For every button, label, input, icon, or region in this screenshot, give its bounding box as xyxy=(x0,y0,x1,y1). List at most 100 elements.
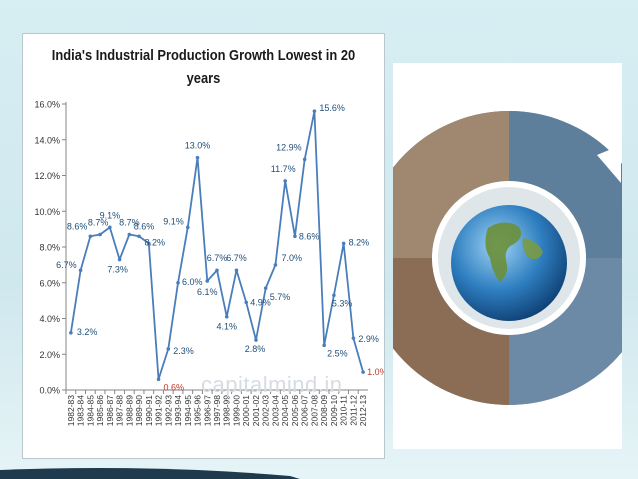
y-tick-label: 10.0% xyxy=(34,207,60,217)
y-tick-label: 16.0% xyxy=(34,100,60,110)
x-tick-label: 2008-09 xyxy=(319,395,329,426)
data-point xyxy=(98,232,102,237)
data-label: 6.7% xyxy=(207,253,228,263)
data-label: 2.5% xyxy=(327,348,348,358)
data-point xyxy=(322,343,326,348)
data-point xyxy=(254,338,258,342)
x-tick-label: 2003-04 xyxy=(270,395,280,426)
data-point xyxy=(117,257,122,262)
x-tick-label: 1998-99 xyxy=(222,395,232,426)
x-tick-label: 1986-87 xyxy=(105,395,115,426)
data-point xyxy=(293,234,297,239)
data-point xyxy=(283,179,287,183)
y-tick-label: 14.0% xyxy=(34,135,60,145)
x-tick-label: 1996-97 xyxy=(202,395,212,426)
x-tick-label: 2004-05 xyxy=(280,395,290,426)
data-label: 3.2% xyxy=(77,327,98,337)
x-tick-label: 2012-13 xyxy=(358,395,368,426)
x-tick-label: 1987-88 xyxy=(115,395,125,426)
data-point xyxy=(263,286,268,290)
data-point xyxy=(351,336,356,340)
x-tick-label: 2011-12 xyxy=(348,395,358,426)
data-label: 6.1% xyxy=(197,287,218,297)
data-label: 15.6% xyxy=(319,103,345,113)
x-tick-label: 2002-03 xyxy=(261,395,271,426)
data-label: 5.7% xyxy=(270,292,291,302)
data-label: 5.3% xyxy=(332,298,353,308)
data-label: 2.3% xyxy=(173,346,194,356)
data-label: 8.2% xyxy=(349,237,370,247)
y-tick-label: 4.0% xyxy=(39,314,60,324)
data-label: 9.1% xyxy=(163,216,184,226)
data-label: 13.0% xyxy=(185,141,211,151)
data-label: 8.6% xyxy=(134,221,155,231)
data-point xyxy=(127,232,132,237)
data-point xyxy=(147,241,151,246)
photo-collage-image xyxy=(362,63,638,449)
globe-collage-graphic xyxy=(362,111,638,405)
data-label: 6.7% xyxy=(226,253,247,263)
data-point xyxy=(302,157,307,162)
data-point xyxy=(234,268,239,273)
data-point xyxy=(185,225,190,230)
data-label: 8.7% xyxy=(88,217,109,227)
x-tick-label: 1993-94 xyxy=(173,395,183,426)
data-point xyxy=(244,300,249,305)
x-tick-label: 1989-90 xyxy=(134,395,144,426)
data-label: 1.0% xyxy=(367,367,384,377)
x-tick-label: 1997-98 xyxy=(212,395,222,426)
watermark-text: capitalmind.in xyxy=(201,372,343,397)
data-point xyxy=(361,370,365,374)
x-tick-label: 1990-91 xyxy=(144,395,154,426)
data-label: 7.0% xyxy=(281,253,302,263)
data-label: 7.3% xyxy=(107,265,128,275)
data-label: 8.7% xyxy=(119,217,140,227)
x-tick-label: 1991-92 xyxy=(154,395,164,426)
series-line xyxy=(69,110,364,381)
data-point xyxy=(78,268,83,273)
x-tick-label: 1992-93 xyxy=(163,395,173,426)
data-point xyxy=(108,225,112,230)
data-label: 4.9% xyxy=(250,297,271,307)
x-tick-label: 2006-07 xyxy=(300,395,310,426)
data-point xyxy=(156,377,161,382)
data-label: 11.7% xyxy=(271,164,296,174)
data-point xyxy=(88,234,93,239)
footer-swoosh xyxy=(0,468,300,479)
x-tick-label: 2000-01 xyxy=(241,395,251,426)
data-label: 8.6% xyxy=(299,231,320,241)
data-point xyxy=(166,347,171,351)
chart-title: India's Industrial Production Growth Low… xyxy=(51,47,356,87)
x-tick-label: 2001-02 xyxy=(251,395,261,426)
data-label: 4.1% xyxy=(216,322,237,332)
data-label: 2.8% xyxy=(245,344,266,354)
y-tick-label: 2.0% xyxy=(39,350,60,360)
data-label: 8.6% xyxy=(67,221,88,231)
data-point xyxy=(176,280,180,285)
x-tick-label: 1999-00 xyxy=(231,395,241,426)
data-point xyxy=(312,109,317,113)
data-label: 0.6% xyxy=(164,382,185,392)
x-tick-label: 1985-86 xyxy=(95,395,105,426)
globe-icon xyxy=(451,205,567,321)
data-point xyxy=(215,268,219,273)
y-tick-label: 6.0% xyxy=(39,278,60,288)
data-point xyxy=(195,155,200,160)
chart-panel: 0.0% 2.0% 4.0% 6.0% 8.0% 10.0% 12.0% 14.0% 16.0%… xyxy=(22,33,385,459)
x-tick-label: 1988-89 xyxy=(124,395,134,426)
data-label: 12.9% xyxy=(276,142,302,152)
data-label: 6.7% xyxy=(56,260,77,270)
data-point xyxy=(205,279,210,283)
data-label: 2.9% xyxy=(358,334,379,344)
x-tick-label: 1995-96 xyxy=(193,395,203,426)
x-tick-label: 2010-11 xyxy=(339,395,349,426)
y-tick-label: 8.0% xyxy=(39,243,60,253)
data-point xyxy=(273,263,278,267)
x-tick-label: 1984-85 xyxy=(85,395,95,426)
data-label: 6.0% xyxy=(182,277,203,287)
data-point xyxy=(224,314,229,319)
data-point xyxy=(137,234,141,239)
x-tick-label: 1983-84 xyxy=(76,395,86,426)
line-chart: 0.0% 2.0% 4.0% 6.0% 8.0% 10.0% 12.0% 14.0% 16.0%… xyxy=(34,100,384,427)
data-point xyxy=(341,241,346,246)
